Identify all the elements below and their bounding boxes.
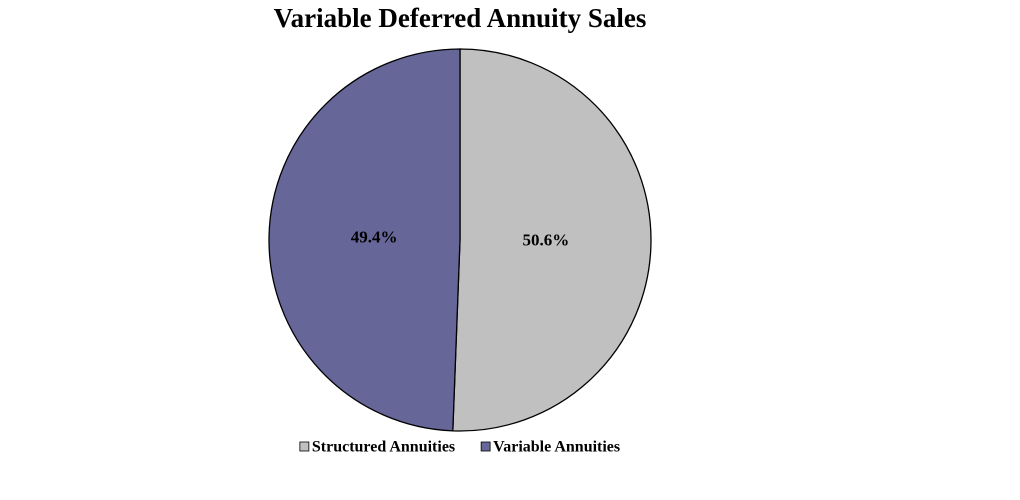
legend-label: Variable Annuities: [493, 439, 620, 456]
pie-slice: [268, 48, 461, 432]
pie-slice: [452, 48, 652, 432]
legend-swatch: [299, 441, 310, 452]
data-label: 50.6%: [523, 231, 570, 250]
data-label: 49.4%: [351, 227, 398, 246]
legend-label: Structured Annuities: [312, 439, 455, 456]
legend: Structured Annuities Variable Annuities: [299, 439, 620, 456]
pie: 50.6% 49.4%: [268, 48, 652, 432]
chart-title: Variable Deferred Annuity Sales: [274, 3, 647, 33]
legend-swatch: [480, 441, 491, 452]
